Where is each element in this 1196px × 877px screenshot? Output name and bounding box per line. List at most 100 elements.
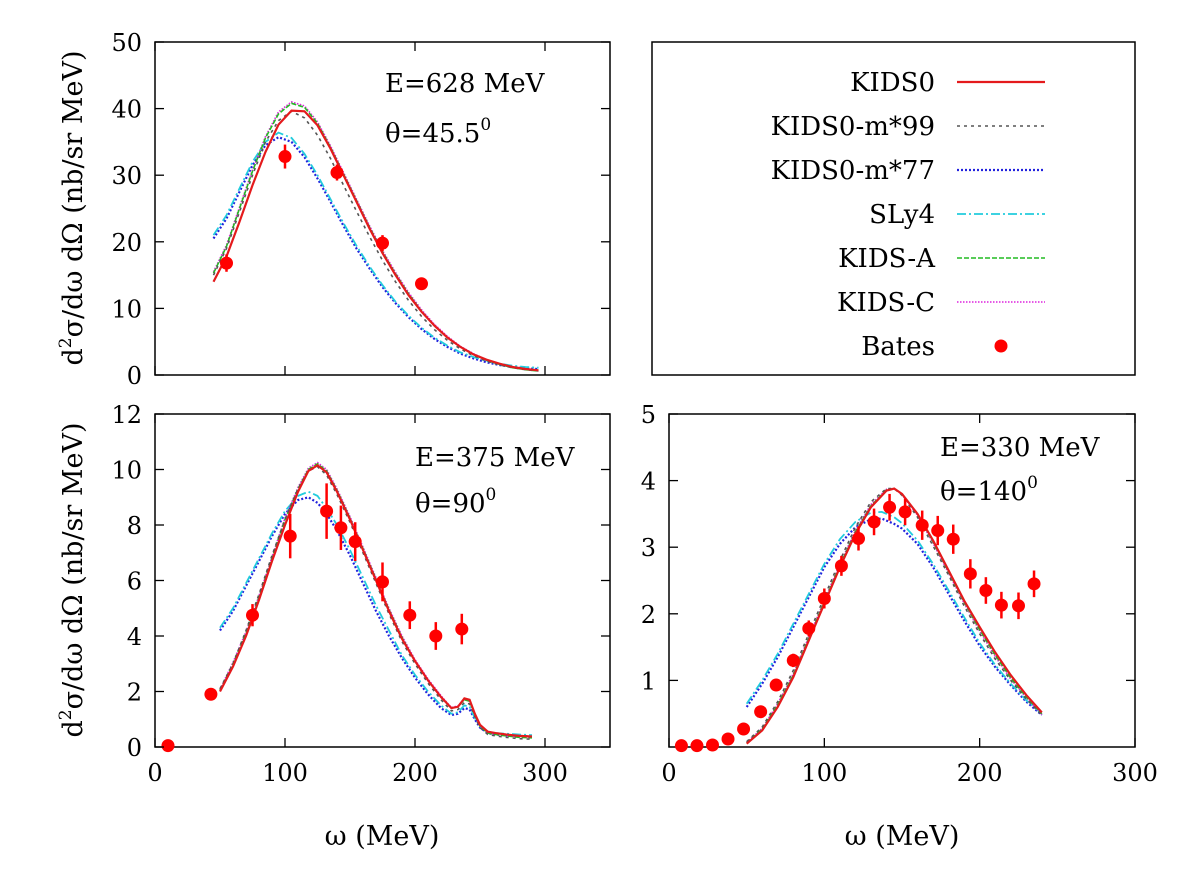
- x-axis-label: ω (MeV): [845, 821, 960, 852]
- series-line-kidsa: [746, 487, 1043, 744]
- bates-point: [348, 535, 362, 549]
- bates-point: [415, 277, 428, 291]
- series-line-kids0m99: [746, 487, 1043, 743]
- bates-point: [852, 532, 866, 546]
- theta-sup: 0: [480, 115, 491, 135]
- ylabel-d: d: [58, 348, 89, 365]
- y-axis-label: d2σ/dω dΩ (nb/sr MeV): [56, 422, 89, 737]
- bates-point: [1027, 577, 1041, 591]
- y-tick-label: 4: [127, 623, 142, 651]
- y-tick-label: 5: [641, 401, 656, 429]
- series-line-kids0: [212, 109, 539, 372]
- bates-point: [786, 653, 800, 667]
- bates-point: [376, 575, 389, 589]
- y-tick-label: 4: [641, 468, 656, 496]
- tick-group: 0 100 200 300 1 2 3 4 5: [641, 401, 1158, 787]
- bates-point: [705, 738, 719, 752]
- y-tick-label: 40: [111, 96, 142, 124]
- x-tick-label: 300: [1112, 759, 1158, 787]
- bates-point: [898, 505, 912, 519]
- ylabel-rest: σ/dω dΩ (nb/sr MeV): [58, 422, 89, 709]
- annotation-energy: E=628 MeV: [385, 69, 546, 99]
- legend-label-kidsa: KIDS-A: [838, 244, 936, 274]
- series-line-sly4: [745, 510, 1043, 715]
- series-group: [674, 487, 1043, 753]
- tick-group: 0 100 200 300 0 2 4 6 8 10 12: [111, 401, 610, 787]
- y-tick-label: 0: [127, 734, 142, 762]
- bates-point: [429, 629, 443, 643]
- bates-point: [334, 521, 348, 535]
- series-line-kids0m77: [212, 135, 539, 371]
- y-tick-label: 8: [127, 512, 142, 540]
- bates-point: [403, 608, 417, 622]
- annotation-theta: θ=45.50: [385, 115, 491, 149]
- bates-point: [883, 500, 897, 514]
- x-tick-label: 100: [262, 759, 308, 787]
- bates-point: [754, 705, 768, 719]
- bates-point: [721, 732, 735, 746]
- theta-sup: 0: [486, 485, 497, 505]
- series-line-kids0m99: [212, 110, 539, 372]
- series-group: [212, 101, 539, 372]
- annotation-energy: E=330 MeV: [940, 433, 1101, 463]
- y-tick-label: 2: [127, 679, 142, 707]
- bates-point: [867, 515, 881, 529]
- ylabel-rest: σ/dω dΩ (nb/sr MeV): [58, 50, 89, 337]
- bates-point: [320, 504, 334, 518]
- legend-label-kidsc: KIDS-C: [837, 288, 935, 318]
- annotation-energy: E=375 MeV: [415, 443, 576, 473]
- bates-point: [817, 591, 831, 605]
- bates-point: [1012, 599, 1025, 613]
- annotation-theta: θ=900: [415, 485, 496, 519]
- legend-label-sly4: SLy4: [869, 200, 935, 230]
- bates-point: [994, 598, 1008, 612]
- bates-point: [246, 608, 259, 622]
- x-tick-label: 200: [392, 759, 438, 787]
- legend-label-bates: Bates: [861, 332, 935, 362]
- bates-point: [802, 621, 816, 635]
- bates-point: [455, 622, 469, 636]
- legend-label-kids0m77: KIDS0-m*77: [771, 156, 935, 186]
- x-tick-label: 0: [661, 759, 676, 787]
- bates-point: [283, 529, 297, 543]
- y-tick-label: 30: [111, 162, 142, 190]
- x-axis-label: ω (MeV): [325, 821, 440, 852]
- y-tick-label: 50: [111, 29, 142, 57]
- series-line-sly4: [212, 131, 539, 369]
- series-line-kids0m99: [219, 465, 533, 740]
- plot-frame: [154, 41, 611, 376]
- ylabel-sup: 2: [56, 709, 76, 720]
- legend-frame: [651, 41, 1136, 376]
- legend: KIDS0 KIDS0-m*99 KIDS0-m*77 SLy4 KIDS-A KIDS-…: [651, 41, 1136, 376]
- tick-group: 0 10 20 30 40 50: [111, 29, 610, 390]
- legend-label-kids0m99: KIDS0-m*99: [771, 112, 935, 142]
- bates-point: [330, 166, 344, 180]
- y-tick-label: 1: [641, 667, 656, 695]
- ylabel-d: d: [58, 720, 89, 737]
- x-tick-label: 100: [801, 759, 847, 787]
- series-line-kids0m77: [219, 496, 533, 738]
- bates-point: [376, 236, 389, 250]
- y-tick-label: 10: [111, 457, 142, 485]
- theta-sup: 0: [1027, 473, 1038, 493]
- y-tick-label: 20: [111, 229, 142, 257]
- series-line-kidsa: [212, 102, 539, 372]
- bates-point: [278, 150, 292, 164]
- bates-point: [915, 518, 929, 532]
- legend-rows: KIDS0 KIDS0-m*99 KIDS0-m*77 SLy4 KIDS-A KIDS-…: [771, 68, 1045, 362]
- bates-point: [979, 583, 993, 597]
- bates-point: [963, 567, 977, 581]
- bates-point: [690, 739, 704, 753]
- bates-point: [946, 532, 960, 546]
- series-group: [161, 461, 533, 753]
- bates-point: [204, 687, 218, 701]
- annotation-theta: θ=1400: [940, 473, 1038, 507]
- y-tick-label: 10: [111, 295, 142, 323]
- series-line-kids0: [219, 463, 533, 738]
- theta-text: θ=90: [415, 489, 486, 519]
- x-tick-label: 300: [522, 759, 568, 787]
- ylabel-sup: 2: [56, 337, 76, 348]
- y-tick-label: 3: [641, 534, 656, 562]
